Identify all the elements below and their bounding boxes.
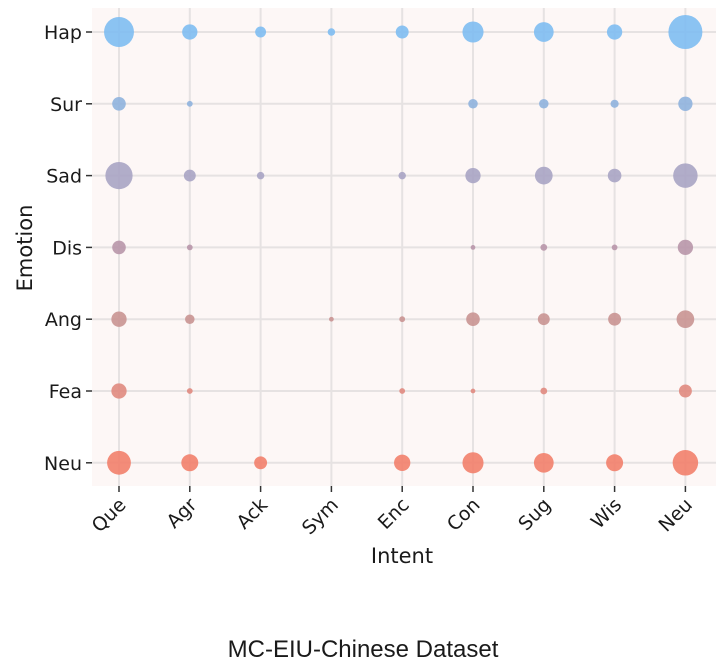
y-tick-label-hap: Hap [44,22,82,44]
bubble-fea-neu [678,384,692,398]
bubble-neu-neu [672,450,699,476]
bubble-dis-sug [540,244,548,251]
x-tick-label-neu: Neu [655,494,697,536]
bubble-sad-ack [256,171,265,180]
y-tick-label-ang: Ang [45,309,82,331]
x-tick-label-sug: Sug [514,494,555,535]
x-tick-label-que: Que [88,494,131,537]
bubble-ang-enc [399,316,406,323]
bubble-fea-sug [540,387,548,395]
x-tick-label-sym: Sym [298,494,343,539]
y-tick-label-dis: Dis [52,237,82,259]
bubble-sur-sug [539,99,549,109]
x-axis-title: Intent [371,544,433,568]
bubble-ang-sug [537,313,550,326]
bubble-hap-con [462,21,484,43]
bubble-sur-que [112,97,126,111]
x-tick-label-con: Con [443,494,485,536]
bubble-ang-sym [329,316,334,322]
bubble-neu-sug [533,452,554,473]
bubble-ang-que [111,311,127,327]
bubble-dis-con [470,245,476,250]
bubble-ang-wis [608,312,622,326]
x-tick-label-wis: Wis [587,494,626,533]
bubble-ang-con [466,312,480,327]
bubble-sad-sug [534,166,553,185]
y-axis-title: Emotion [13,205,37,292]
x-tick-label-ack: Ack [232,494,272,534]
bubble-sur-wis [610,99,619,108]
bubble-fea-agr [186,388,193,394]
bubble-sad-neu [673,163,698,188]
chart-caption: MC-EIU-Chinese Dataset [227,636,499,663]
bubble-hap-wis [606,24,623,40]
y-tick-label-neu: Neu [44,453,82,475]
bubble-ang-neu [676,310,695,329]
bubble-fea-con [470,388,476,394]
bubble-neu-agr [181,454,199,472]
bubble-sad-que [105,162,133,190]
bubble-ang-agr [185,314,195,324]
bubble-neu-ack [254,456,268,470]
bubble-neu-que [107,450,131,475]
bubble-neu-enc [394,454,411,471]
bubble-sad-wis [607,168,622,183]
x-tick-label-enc: Enc [374,494,414,534]
bubble-sad-enc [398,171,406,180]
bubble-hap-sym [327,28,336,36]
x-tick-label-agr: Agr [163,494,202,533]
y-tick-label-sad: Sad [46,166,82,188]
bubble-sur-con [468,99,478,109]
bubble-dis-neu [677,239,694,256]
bubble-dis-agr [186,244,193,251]
bubble-chart: Hap Sur Sad Dis Ang Fea Neu Que Agr Ack Sym Enc Con S… [13,8,716,568]
bubble-hap-agr [182,24,198,40]
bubble-hap-neu [668,15,703,49]
bubble-fea-enc [399,388,406,394]
bubble-neu-con [462,452,484,474]
bubble-sur-agr [186,100,193,107]
bubble-sad-con [465,167,481,184]
bubble-hap-enc [395,25,409,39]
bubble-sad-agr [183,169,196,182]
bubble-neu-wis [606,454,624,472]
bubble-sur-neu [678,96,693,111]
bubble-dis-wis [611,244,618,251]
bubble-hap-que [104,17,134,47]
bubble-fea-que [111,383,127,399]
y-tick-label-sur: Sur [50,94,82,116]
bubble-hap-ack [255,26,267,38]
bubble-dis-que [112,240,126,255]
y-tick-label-fea: Fea [49,381,82,403]
bubble-hap-sug [533,22,554,42]
